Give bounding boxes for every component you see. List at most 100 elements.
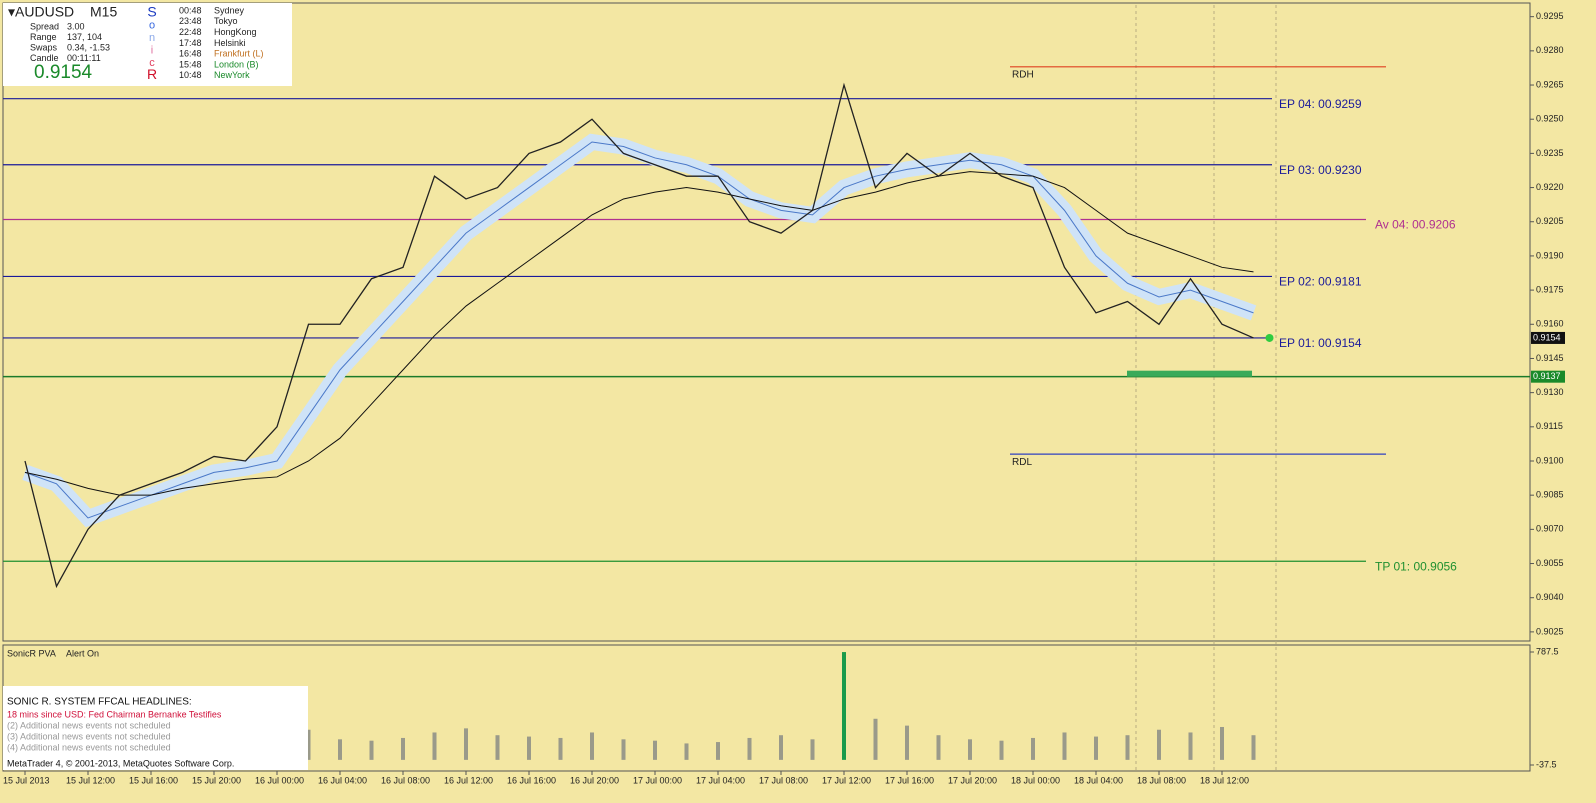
indicator-alert: Alert On <box>66 648 99 658</box>
session-city: HongKong <box>214 27 257 37</box>
price-tag <box>1531 370 1565 383</box>
session-city: Frankfurt (L) <box>214 49 264 59</box>
volume-bar <box>653 740 657 760</box>
volume-bar <box>558 737 563 760</box>
volume-bar <box>1157 729 1161 760</box>
indicator-title: SonicR PVA <box>7 648 56 658</box>
volume-bar <box>401 737 405 760</box>
volume-bar <box>432 732 437 760</box>
info-value: 00:11:11 <box>67 53 101 63</box>
session-time: 10:48 <box>179 70 202 80</box>
x-tick-label: 17 Jul 12:00 <box>822 775 871 785</box>
x-tick-label: 16 Jul 12:00 <box>444 775 493 785</box>
y-tick-label: 0.9040 <box>1536 592 1564 602</box>
y-tick-label: -37.5 <box>1536 759 1557 769</box>
x-tick-label: 18 Jul 12:00 <box>1200 775 1249 785</box>
y-tick-label: 787.5 <box>1536 646 1559 656</box>
y-tick-label: 0.9085 <box>1536 490 1564 500</box>
y-tick-label: 0.9070 <box>1536 524 1564 534</box>
x-tick-label: 16 Jul 16:00 <box>507 775 556 785</box>
x-tick-label: 18 Jul 04:00 <box>1074 775 1123 785</box>
bid-price: 0.9154 <box>34 62 93 83</box>
x-tick-label: 17 Jul 00:00 <box>633 775 682 785</box>
volume-bar <box>873 718 878 760</box>
session-time: 15:48 <box>179 59 202 69</box>
session-time: 17:48 <box>179 38 202 48</box>
info-panel <box>3 3 292 86</box>
volume-bar <box>306 729 311 760</box>
y-tick-label: 0.9280 <box>1536 45 1564 55</box>
volume-bar <box>1188 732 1193 760</box>
volume-bar <box>495 735 500 760</box>
x-tick-label: 18 Jul 00:00 <box>1011 775 1060 785</box>
level-label: EP 03: 00.9230 <box>1279 163 1362 177</box>
y-tick-label: 0.9115 <box>1536 421 1563 431</box>
brand-letter: i <box>151 44 153 56</box>
plot-frame <box>2 2 1531 642</box>
y-tick-label: 0.9145 <box>1536 353 1564 363</box>
level-label: RDL <box>1012 457 1032 468</box>
info-label: Range <box>30 32 57 42</box>
y-tick-label: 0.9235 <box>1536 148 1564 158</box>
ma-slow <box>24 171 1254 496</box>
x-tick-label: 18 Jul 08:00 <box>1137 775 1186 785</box>
info-label: Swaps <box>30 42 58 52</box>
level-label: RDH <box>1012 69 1034 80</box>
brand-letter: c <box>149 57 155 69</box>
volume-bar <box>1031 737 1035 760</box>
volume-bar <box>842 652 846 760</box>
session-city: Sydney <box>214 5 245 15</box>
volume-bar <box>1094 736 1098 760</box>
news-headline: 18 mins since USD: Fed Chairman Bernanke… <box>7 709 222 719</box>
symbol: ▾AUDUSD <box>8 4 74 20</box>
x-tick-label: 15 Jul 16:00 <box>129 775 178 785</box>
ma-fast <box>24 141 1254 519</box>
session-city: Helsinki <box>214 38 246 48</box>
y-tick-label: 0.9205 <box>1536 216 1564 226</box>
x-tick-label: 15 Jul 20:00 <box>192 775 241 785</box>
y-tick-label: 0.9160 <box>1536 319 1564 329</box>
x-tick-label: 16 Jul 20:00 <box>570 775 619 785</box>
volume-bar <box>464 728 468 760</box>
x-tick-label: 17 Jul 08:00 <box>759 775 808 785</box>
info-label: Candle <box>30 53 59 63</box>
session-time: 16:48 <box>179 49 202 59</box>
volume-bar <box>1220 726 1224 760</box>
volume-bar <box>684 743 689 760</box>
info-value: 137, 104 <box>67 32 102 42</box>
x-tick-label: 16 Jul 04:00 <box>318 775 367 785</box>
x-tick-label: 16 Jul 08:00 <box>381 775 430 785</box>
volume-bar <box>1125 735 1130 760</box>
session-city: London (B) <box>214 59 259 69</box>
volume-bar <box>905 725 909 760</box>
session-time: 23:48 <box>179 16 202 26</box>
x-tick-label: 15 Jul 12:00 <box>66 775 115 785</box>
volume-bar <box>369 740 374 760</box>
x-tick-label: 15 Jul 2013 <box>3 775 50 785</box>
volume-bar <box>621 739 626 760</box>
volume-bar <box>936 735 941 760</box>
y-tick-label: 0.9175 <box>1536 284 1564 294</box>
session-time: 22:48 <box>179 27 202 37</box>
session-city: Tokyo <box>214 16 238 26</box>
x-tick-label: 17 Jul 04:00 <box>696 775 745 785</box>
volume-bar <box>527 736 531 760</box>
timeframe: M15 <box>90 4 117 20</box>
level-label: TP 01: 00.9056 <box>1375 559 1457 573</box>
volume-bar <box>1062 732 1067 760</box>
info-label: Spread <box>30 21 59 31</box>
news-title: SONIC R. SYSTEM FFCAL HEADLINES: <box>7 697 192 708</box>
x-tick-label: 17 Jul 20:00 <box>948 775 997 785</box>
price-tag <box>1531 331 1565 344</box>
session-time: 00:48 <box>179 5 202 15</box>
y-tick-label: 0.9250 <box>1536 114 1564 124</box>
news-line: (3) Additional news events not scheduled <box>7 731 171 741</box>
volume-bar <box>810 739 815 760</box>
volume-bar <box>747 737 752 760</box>
volume-bar <box>1251 735 1256 760</box>
price-line <box>24 82 1254 589</box>
y-tick-label: 0.9100 <box>1536 455 1564 465</box>
y-tick-label: 0.9295 <box>1536 11 1564 21</box>
brand-letter: o <box>149 19 155 31</box>
